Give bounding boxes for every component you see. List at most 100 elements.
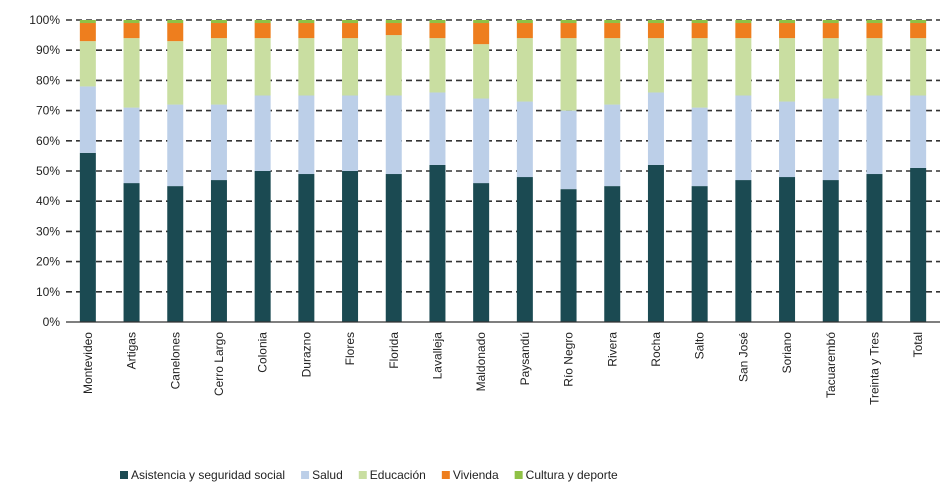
bar-segment <box>429 164 446 322</box>
bar-segment <box>516 23 533 39</box>
bar-segment <box>516 20 533 24</box>
bar-segment <box>167 23 184 42</box>
y-tick-label: 90% <box>36 43 60 57</box>
bar-segment <box>254 38 271 96</box>
bar-segment <box>735 95 752 181</box>
y-tick-label: 50% <box>36 164 60 178</box>
bar-segment <box>779 177 796 322</box>
bar-segment <box>473 98 490 184</box>
bar-segment <box>210 38 227 105</box>
bar-segment <box>123 38 140 108</box>
bar-segment <box>298 20 315 24</box>
x-category-label: Canelones <box>168 332 182 389</box>
legend-label: Asistencia y seguridad social <box>131 468 285 482</box>
y-tick-label: 10% <box>36 285 60 299</box>
x-category-label: Tacuarembó <box>824 332 838 398</box>
bar-segment <box>342 95 359 171</box>
bar-segment <box>254 95 271 171</box>
bar-segment <box>516 177 533 322</box>
bar-segment <box>560 38 577 111</box>
x-category-label: San José <box>736 332 750 382</box>
y-tick-label: 100% <box>29 13 60 27</box>
bar-segment <box>779 23 796 39</box>
gridlines <box>66 19 940 293</box>
bar-segment <box>604 20 621 24</box>
legend: Asistencia y seguridad social Salud Educac… <box>120 468 618 482</box>
bar-segment <box>79 20 96 24</box>
bar-segment <box>647 92 664 165</box>
x-category-label: Paysandú <box>518 332 532 385</box>
bar-segment <box>516 101 533 178</box>
bar-segment <box>298 174 315 322</box>
y-tick-label: 20% <box>36 255 60 269</box>
bar-segment <box>910 20 927 24</box>
bar-segment <box>866 174 883 322</box>
bar-segment <box>822 20 839 24</box>
legend-swatch <box>514 471 523 479</box>
bar-segment <box>123 183 140 322</box>
bar-segment <box>691 186 708 322</box>
bar-segment <box>79 86 96 153</box>
x-category-label: Flores <box>343 332 357 365</box>
legend-swatch <box>120 471 128 479</box>
x-category-label: Artigas <box>125 332 139 369</box>
bar-segment <box>691 20 708 24</box>
bar-segment <box>822 23 839 39</box>
bar-segment <box>210 23 227 39</box>
legend-label: Cultura y deporte <box>526 468 618 482</box>
bar-segment <box>429 23 446 39</box>
bar-segment <box>254 20 271 24</box>
x-category-label: Durazno <box>299 332 313 378</box>
bar-segment <box>604 38 621 105</box>
bar-segment <box>123 20 140 24</box>
x-category-label: Cerro Largo <box>212 332 226 396</box>
y-axis-ticks: 0% 10% 20% 30% 40% 50% 60% 70% 80% 90% 100% <box>29 13 60 329</box>
bar-segment <box>385 35 402 96</box>
x-category-label: Salto <box>693 332 707 360</box>
bar-segment <box>604 186 621 322</box>
bar-segment <box>822 180 839 322</box>
bar-segment <box>604 23 621 39</box>
bar-segment <box>647 38 664 93</box>
bar-segment <box>123 23 140 39</box>
y-tick-label: 80% <box>36 73 60 87</box>
bar-segment <box>647 23 664 39</box>
bar-segment <box>429 20 446 24</box>
bar-segment <box>254 23 271 39</box>
bar-segment <box>342 20 359 24</box>
x-category-label: Colonia <box>256 332 270 373</box>
bar-segment <box>254 171 271 322</box>
bar-segment <box>167 104 184 187</box>
bar-segment <box>735 20 752 24</box>
bar-segment <box>123 107 140 184</box>
bar-segment <box>210 180 227 322</box>
bar-segment <box>735 180 752 322</box>
bar-segment <box>822 98 839 181</box>
bar-segment <box>429 38 446 93</box>
x-category-label: Florida <box>387 332 401 369</box>
bar-segment <box>429 92 446 165</box>
bar-segment <box>298 38 315 96</box>
x-category-label: Soriano <box>780 332 794 374</box>
bar-segment <box>473 23 490 45</box>
bar-segment <box>298 23 315 39</box>
y-tick-label: 0% <box>43 315 61 329</box>
x-category-label: Rocha <box>649 332 663 367</box>
x-category-label: Treinta y Tres <box>867 332 881 405</box>
bar-segment <box>560 189 577 322</box>
legend-swatch <box>441 471 450 479</box>
bar-segment <box>647 20 664 24</box>
x-category-label: Rivera <box>605 332 619 367</box>
bar-segment <box>779 38 796 102</box>
bar-segment <box>691 23 708 39</box>
x-category-label: Total <box>911 332 925 357</box>
bar-segment <box>210 20 227 24</box>
bar-segment <box>167 186 184 322</box>
bar-segment <box>167 20 184 24</box>
legend-label: Vivienda <box>453 468 499 482</box>
y-tick-label: 60% <box>36 134 60 148</box>
y-tick-label: 30% <box>36 224 60 238</box>
y-tick-label: 70% <box>36 104 60 118</box>
bar-segment <box>779 20 796 24</box>
bar-segment <box>385 174 402 322</box>
